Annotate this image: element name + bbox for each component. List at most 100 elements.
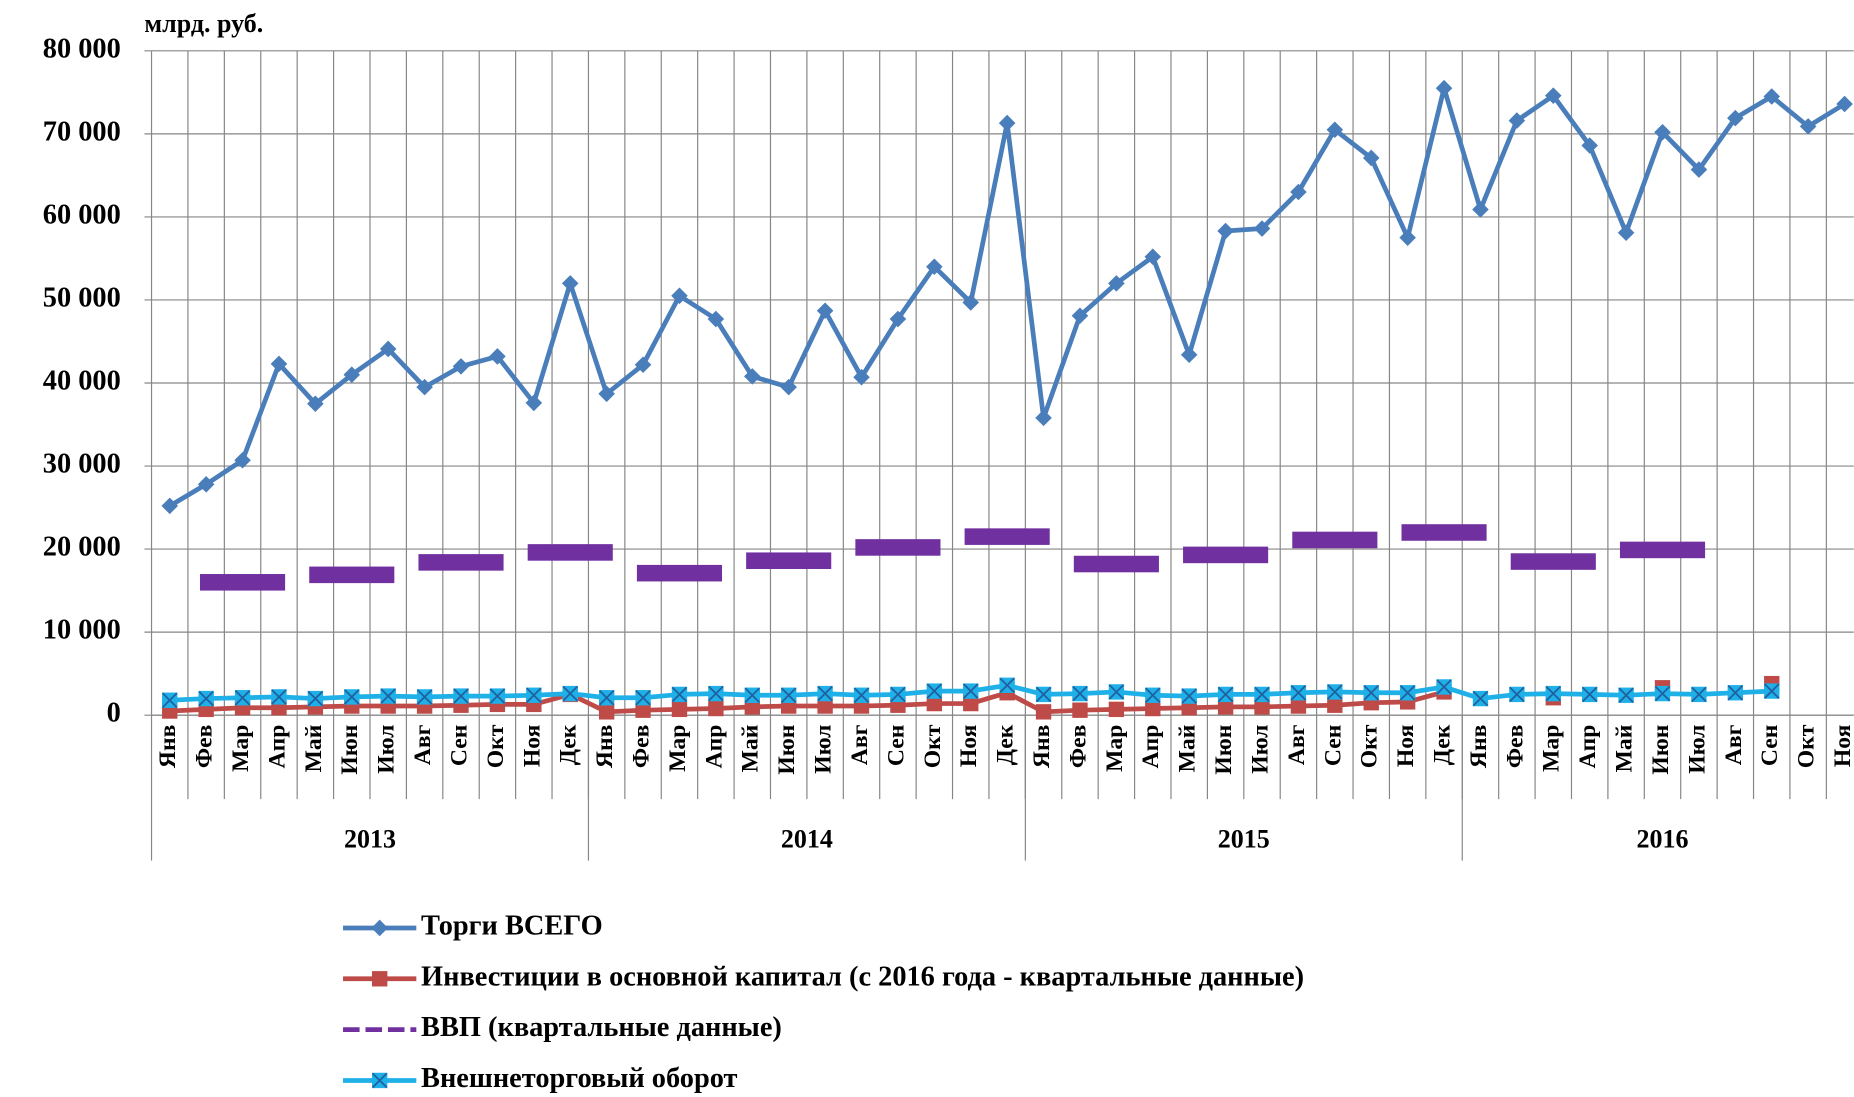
x-tick-label: Июн xyxy=(774,725,800,775)
x-tick-label: Сен xyxy=(1320,725,1346,766)
point xyxy=(1035,704,1052,720)
point xyxy=(671,686,688,703)
x-tick-label: Май xyxy=(738,725,764,773)
point xyxy=(1727,685,1744,701)
point-cross xyxy=(635,690,651,706)
point xyxy=(817,685,833,702)
point xyxy=(1401,524,1487,541)
point-cross xyxy=(562,685,578,702)
point xyxy=(1399,229,1416,246)
x-tick-label: Фев xyxy=(192,724,218,768)
point xyxy=(1072,685,1088,702)
point xyxy=(744,699,760,715)
point-cross xyxy=(380,688,396,704)
series-line xyxy=(168,85,1846,508)
point xyxy=(1472,690,1489,707)
point xyxy=(999,677,1015,694)
point xyxy=(200,574,286,591)
point xyxy=(561,275,579,292)
x-tick-label: Июн xyxy=(1211,725,1237,775)
group-label: 2013 xyxy=(344,825,396,854)
point-cross xyxy=(416,689,433,705)
x-tick-label: Июл xyxy=(374,725,400,774)
point xyxy=(162,692,178,708)
point xyxy=(525,394,543,412)
point xyxy=(1436,679,1452,695)
point-cross xyxy=(307,690,324,707)
point xyxy=(635,690,651,706)
point-cross xyxy=(1545,685,1562,702)
x-tick-label: Дек xyxy=(1429,724,1455,765)
point-cross xyxy=(671,686,688,703)
point-cross xyxy=(1509,686,1525,703)
x-tick-label: Июн xyxy=(1648,725,1674,775)
point xyxy=(1654,685,1671,702)
point xyxy=(1183,546,1269,564)
point xyxy=(1327,697,1343,713)
point xyxy=(817,698,833,714)
point xyxy=(198,690,214,707)
point xyxy=(1472,201,1489,218)
point-cross xyxy=(926,683,943,699)
x-tick-label: Июл xyxy=(1684,725,1710,774)
x-tick-label: Ноя xyxy=(1830,724,1854,767)
point-cross xyxy=(1217,686,1234,703)
x-tick-label: Сен xyxy=(1757,725,1783,766)
x-tick-label: Авг xyxy=(1284,724,1310,765)
point-cross xyxy=(1108,684,1125,700)
point-cross xyxy=(1035,686,1052,703)
point xyxy=(1290,183,1307,201)
point xyxy=(598,690,615,706)
x-tick-label: Мар xyxy=(665,725,691,772)
point xyxy=(527,544,613,561)
x-tick-label: Окт xyxy=(483,724,509,768)
point xyxy=(853,687,870,703)
point xyxy=(1327,684,1343,700)
point xyxy=(926,695,943,712)
point-cross xyxy=(1654,685,1671,702)
x-tick-label: Фев xyxy=(1502,724,1528,768)
x-tick-label: Фев xyxy=(628,724,654,768)
point xyxy=(1764,683,1780,699)
x-tick-label: Ноя xyxy=(1393,724,1419,767)
point xyxy=(1618,687,1634,703)
point xyxy=(1545,87,1562,104)
x-tick-label: Июл xyxy=(1247,725,1273,774)
x-tick-label: Мар xyxy=(1102,725,1128,772)
point xyxy=(161,497,179,515)
point xyxy=(1217,686,1234,703)
point xyxy=(1108,701,1125,718)
point xyxy=(234,690,251,706)
point xyxy=(1836,95,1853,113)
point xyxy=(889,310,907,328)
point xyxy=(963,683,979,699)
legend-label: Внешнеторговый оборот xyxy=(421,1063,737,1094)
point-cross xyxy=(198,690,214,707)
point xyxy=(964,528,1050,545)
point xyxy=(890,686,906,703)
x-tick-label: Дек xyxy=(993,724,1019,765)
point xyxy=(636,564,723,582)
point xyxy=(1617,224,1635,241)
point-cross xyxy=(1618,687,1634,703)
point-cross xyxy=(526,687,542,703)
point-cross xyxy=(1290,685,1307,701)
point xyxy=(344,689,360,705)
x-tick-label: Ноя xyxy=(956,724,982,767)
point xyxy=(309,566,395,584)
point-cross xyxy=(1727,685,1744,701)
point xyxy=(1035,409,1052,427)
y-tick-label: 80 000 xyxy=(43,33,121,64)
point-cross xyxy=(999,677,1015,694)
x-tick-label: Янв xyxy=(1466,724,1492,768)
point xyxy=(197,476,215,493)
point xyxy=(416,378,433,396)
point-cross xyxy=(817,685,833,702)
point xyxy=(562,685,578,702)
point xyxy=(1108,275,1125,292)
point xyxy=(371,971,388,987)
point xyxy=(234,451,251,469)
point-cross xyxy=(1254,686,1270,703)
y-tick-label: 40 000 xyxy=(43,366,121,397)
point xyxy=(1510,553,1596,570)
